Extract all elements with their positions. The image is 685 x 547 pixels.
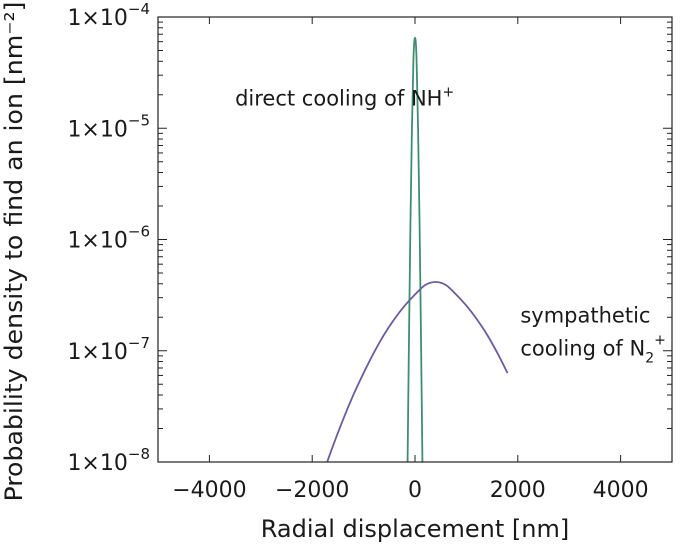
x-tick-label: −4000 (172, 478, 246, 503)
x-tick-label: 0 (408, 478, 422, 503)
y-axis-title: Probability density to find an ion [nm⁻²… (0, 2, 28, 502)
annotation-sympathetic-sup: + (654, 332, 666, 348)
plot-frame (157, 16, 673, 463)
data-curves (326, 36, 509, 462)
y-tick-label: 1×10−6 (67, 223, 150, 254)
annotation-direct-cooling-text: direct cooling of NH (235, 87, 442, 111)
annotation-sympathetic-line1: sympathetic (520, 303, 650, 327)
y-tick-label: 1×10−5 (67, 111, 150, 142)
y-tick-label: 1×10−7 (67, 334, 150, 365)
y-axis-ticks: 1×10−8 1×10−7 1×10−6 1×10−5 1×10−4 (67, 0, 672, 476)
annotation-direct-cooling-sup: + (442, 85, 454, 101)
annotation-sympathetic-text: cooling of N (520, 336, 645, 360)
x-axis-ticks: −4000 −2000 0 2000 4000 (172, 17, 649, 503)
x-tick-label: 4000 (593, 478, 649, 503)
annotation-sympathetic-line2: cooling of N2+ (520, 332, 666, 366)
series-line-0 (406, 36, 424, 462)
annotation-direct-cooling: direct cooling of NH+ (235, 85, 454, 111)
x-tick-label: 2000 (490, 478, 546, 503)
x-axis-title: Radial displacement [nm] (261, 515, 569, 543)
y-tick-label: 1×10−8 (67, 445, 150, 476)
annotation-sympathetic-sub: 2 (645, 350, 654, 366)
x-tick-label: −2000 (275, 478, 349, 503)
y-tick-label: 1×10−4 (67, 0, 150, 31)
series-line-1 (326, 281, 509, 462)
